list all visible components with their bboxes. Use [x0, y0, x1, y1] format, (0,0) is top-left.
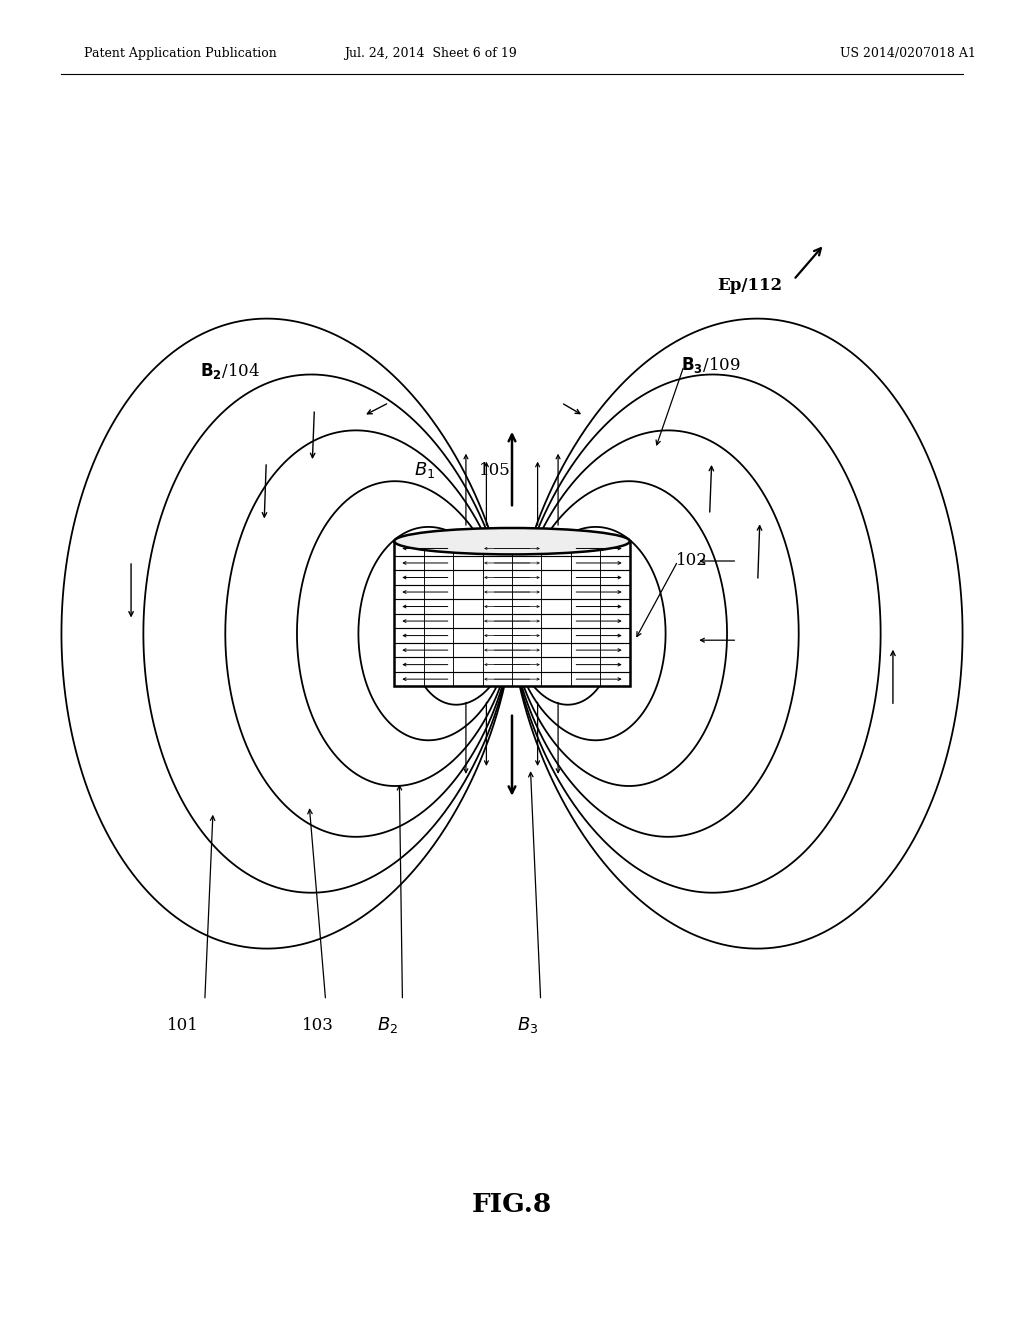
Ellipse shape — [394, 528, 630, 554]
Text: $B_2$: $B_2$ — [377, 1015, 398, 1035]
Text: US 2014/0207018 A1: US 2014/0207018 A1 — [840, 46, 976, 59]
Text: 102: 102 — [676, 552, 708, 569]
Text: 105: 105 — [479, 462, 511, 479]
Text: 103: 103 — [302, 1016, 334, 1034]
Text: Ep/112: Ep/112 — [717, 277, 782, 294]
Text: $B_3$: $B_3$ — [517, 1015, 539, 1035]
Text: Jul. 24, 2014  Sheet 6 of 19: Jul. 24, 2014 Sheet 6 of 19 — [344, 46, 516, 59]
Bar — [394, 541, 630, 686]
Text: $\mathbf{B_3}$/109: $\mathbf{B_3}$/109 — [681, 355, 740, 375]
Text: Patent Application Publication: Patent Application Publication — [84, 46, 276, 59]
Text: $\mathbf{B_2}$/104: $\mathbf{B_2}$/104 — [200, 362, 260, 381]
Bar — [394, 541, 630, 686]
Text: FIG.8: FIG.8 — [472, 1192, 552, 1217]
Text: 101: 101 — [167, 1016, 199, 1034]
Text: $B_1$: $B_1$ — [414, 461, 435, 480]
